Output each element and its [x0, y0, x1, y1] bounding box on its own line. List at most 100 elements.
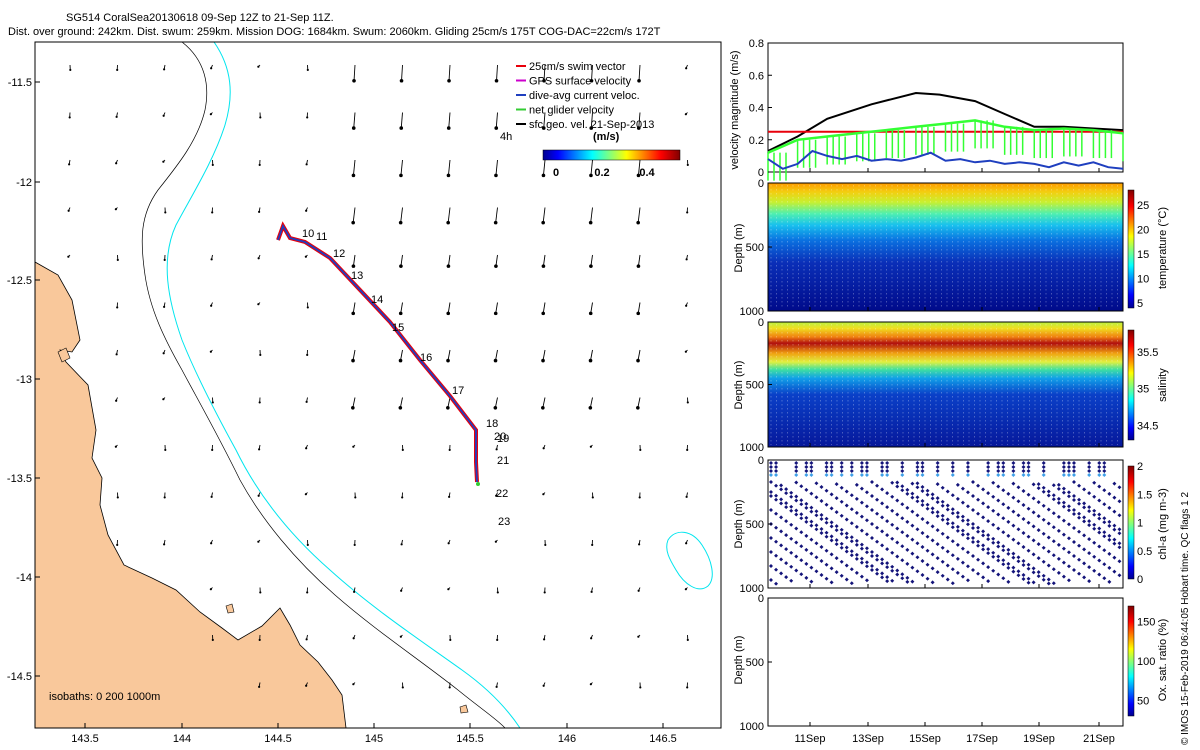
- y-tick-label: 500: [746, 519, 764, 531]
- velocity-vector-head: [448, 448, 451, 452]
- chla-surface-point: [1066, 469, 1071, 473]
- velocity-vector-shaft: [590, 254, 593, 267]
- right-panels: 0 0.2 0.4 0.6 0.8 velocity magnitude (m/s) 0…: [729, 38, 1191, 745]
- y-tick-label: 0: [758, 317, 764, 329]
- chla-point: [1117, 485, 1122, 490]
- chla-point: [1016, 555, 1021, 560]
- colorbar-tick-label: 150: [1137, 617, 1155, 629]
- chla-point: [960, 574, 965, 579]
- legend-label: dive-avg current veloc.: [529, 90, 640, 102]
- velocity-vector-head: [114, 208, 117, 211]
- y-tick-label: 0.2: [749, 135, 764, 147]
- chla-point: [950, 581, 955, 586]
- chla-point: [870, 564, 874, 568]
- velocity-vector-head: [351, 405, 355, 410]
- chla-point: [1041, 559, 1046, 564]
- velocity-vector-head: [542, 78, 546, 83]
- chla-point: [996, 540, 1001, 545]
- chla-point: [910, 551, 915, 556]
- chla-point: [829, 580, 834, 585]
- chla-point: [864, 518, 869, 523]
- chla-point: [859, 542, 864, 547]
- velocity-vector-shaft: [543, 159, 546, 176]
- velocity-vector-head: [305, 638, 308, 641]
- velocity-vector-shaft: [496, 64, 498, 81]
- chla-point: [940, 559, 945, 564]
- velocity-vector-head: [399, 264, 403, 268]
- velocity-vector-head: [258, 685, 261, 688]
- chla-point: [789, 578, 794, 583]
- header-line2: Dist. over ground: 242km. Dist. swum: 25…: [8, 26, 661, 38]
- chla-point: [991, 550, 996, 555]
- velocity-vector-head: [114, 445, 117, 448]
- chla-point: [1112, 555, 1117, 560]
- chla-point: [809, 565, 814, 570]
- chla-surface-point: [1066, 461, 1071, 465]
- y-tick-label: 1000: [740, 721, 764, 733]
- chla-point: [875, 511, 880, 516]
- velocity-vector-head: [447, 78, 451, 83]
- velocity-vector-head: [493, 311, 498, 316]
- chla-point: [1006, 565, 1011, 570]
- chla-point: [976, 511, 981, 516]
- chla-point: [794, 554, 799, 559]
- track-end-marker: [476, 482, 480, 486]
- chla-point: [859, 556, 864, 561]
- chla-point: [870, 568, 874, 572]
- oxygen-ylabel: Depth (m): [733, 636, 745, 685]
- chla-point: [784, 575, 789, 580]
- velocity-vector-shaft: [542, 207, 546, 223]
- chla-point: [1066, 494, 1071, 499]
- colorbar-tick-label: 2: [1137, 461, 1143, 473]
- chla-point: [1066, 536, 1071, 541]
- velocity-vector-head: [636, 311, 641, 316]
- velocity-vector-head: [591, 496, 594, 499]
- velocity-vector-head: [686, 686, 689, 689]
- chla-point: [905, 533, 910, 538]
- velocity-vector-head: [306, 116, 309, 119]
- chla-point: [910, 565, 915, 570]
- velocity-vector-head: [590, 637, 593, 640]
- chla-point: [955, 514, 960, 519]
- velocity-vector-head: [257, 303, 260, 306]
- chla-point: [920, 559, 925, 563]
- chla-point: [854, 524, 859, 529]
- velocity-vector-head: [351, 311, 356, 316]
- velocity-vector-head: [636, 264, 641, 268]
- chla-point: [1011, 555, 1016, 560]
- chla-point: [965, 522, 970, 527]
- chla-point: [794, 540, 799, 545]
- velocity-vector-head: [448, 495, 451, 498]
- chla-point: [971, 522, 975, 526]
- velocity-vector-head: [686, 163, 689, 167]
- velocity-vector-shaft: [447, 207, 451, 223]
- velocity-vector-head: [685, 495, 688, 498]
- velocity-vector-head: [69, 68, 72, 72]
- day-label: 12: [333, 248, 345, 260]
- chla-point: [915, 541, 920, 546]
- chla-point: [1092, 494, 1097, 499]
- velocity-vector-head: [541, 311, 546, 316]
- chla-point: [1011, 565, 1016, 570]
- chla-point: [925, 576, 930, 581]
- chla-point: [799, 544, 804, 549]
- chla-point: [875, 571, 880, 576]
- chla-point: [930, 580, 935, 585]
- chla-point: [1006, 533, 1011, 538]
- velocity-vector-head: [352, 78, 356, 83]
- y-tick-label: 1000: [740, 583, 764, 595]
- velocity-vector-head: [685, 258, 688, 261]
- chla-point: [1036, 570, 1041, 575]
- temperature-colorbar-ticks: 5 10 15 20 25: [1137, 200, 1149, 310]
- chla-point: [971, 526, 975, 530]
- chla-point: [925, 562, 930, 567]
- velocity-vector-shaft: [448, 64, 451, 81]
- velocity-vector-head: [590, 590, 593, 593]
- velocity-series-line: [767, 91, 1124, 152]
- chla-point: [864, 550, 869, 555]
- velocity-vector-head: [163, 305, 166, 308]
- chla-point: [839, 545, 844, 550]
- chla-point: [829, 520, 834, 525]
- velocity-vector-head: [493, 220, 498, 225]
- map-legend: 25cm/s swim vector GPS surface velocity di…: [516, 61, 654, 131]
